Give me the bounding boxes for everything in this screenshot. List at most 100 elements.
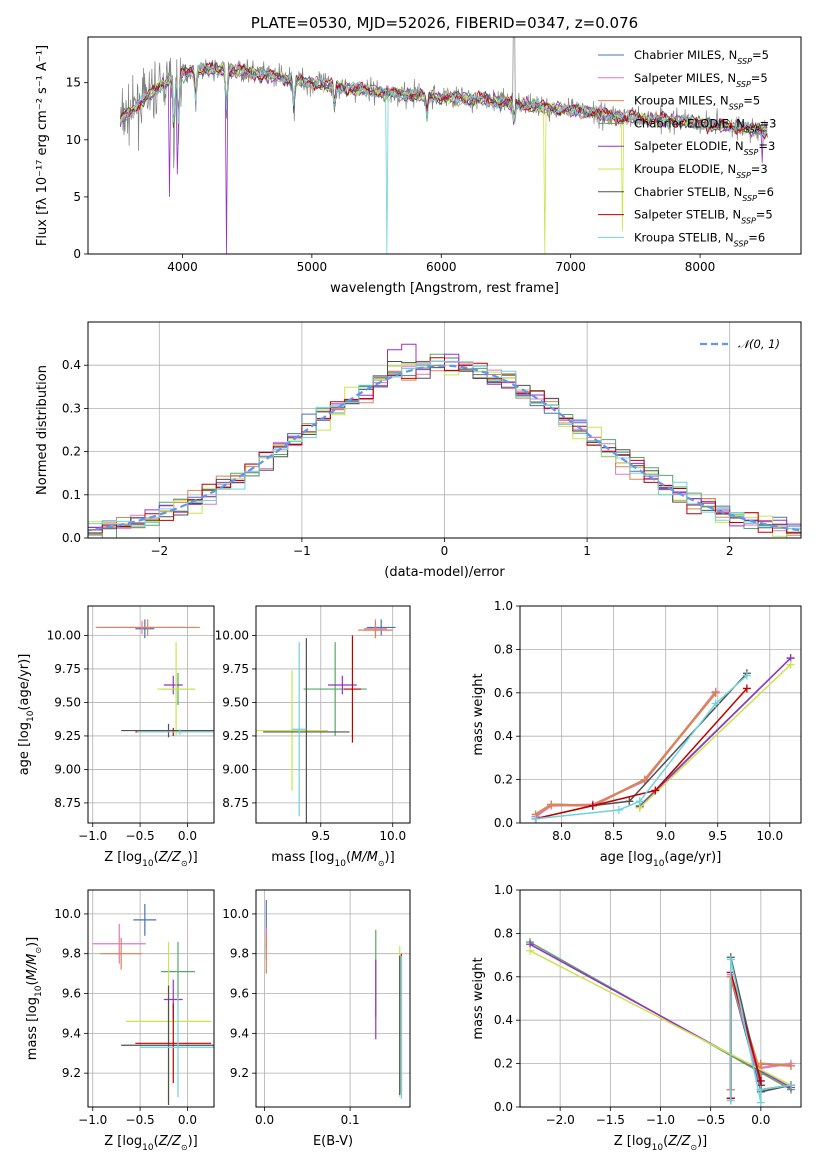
panel-spectrum: 4000 5000 6000 7000 8000 0 5 10 15 wavelength [An… — [35, 36, 802, 296]
y-tick-label: 0.2 — [494, 773, 513, 787]
plot-area — [526, 938, 795, 1107]
legend-label: Chabrier MILES, NSSP=5 — [634, 48, 769, 66]
legend-label: Kroupa MILES, NSSP=5 — [634, 94, 760, 112]
weight-marker — [614, 805, 623, 814]
y-tick-label: 9.8 — [62, 947, 81, 961]
y-tick-label: 0.8 — [494, 926, 513, 940]
weight-marker — [526, 946, 535, 955]
weight-marker — [588, 801, 597, 810]
x-tick-label: −1.0 — [78, 829, 107, 843]
y-tick-label: 10.0 — [222, 907, 249, 921]
y-tick-label: 0.1 — [62, 488, 81, 502]
y-tick-label: 10 — [66, 133, 81, 147]
weight-marker — [726, 1096, 735, 1105]
weight-line — [639, 664, 792, 809]
x-tick-label: 10.0 — [756, 829, 783, 843]
y-tick-label: 0.0 — [494, 816, 513, 830]
y-tick-label: 8.75 — [54, 796, 81, 810]
panel-weight_vs_age: 8.0 8.5 9.0 9.5 10.0 0.0 0.2 0.4 0.6 0.8 1.0 age [l… — [471, 599, 802, 869]
weight-marker — [742, 671, 751, 680]
legend-label: Salpeter ELODIE, NSSP=3 — [634, 139, 775, 157]
weight-marker — [531, 814, 540, 823]
panel-age_vs_mass: 9.5 10.0 8.75 9.00 9.25 9.50 9.75 10.00 mass [lo… — [215, 605, 411, 869]
weight-marker — [625, 797, 634, 806]
y-tick-label: 9.00 — [54, 762, 81, 776]
y-tick-label: 9.25 — [222, 729, 249, 743]
y-tick-label: 9.6 — [230, 987, 249, 1001]
x-tick-label: 5000 — [297, 260, 328, 274]
axes-frame — [87, 605, 215, 824]
plot-area — [92, 903, 214, 1106]
y-axis-label: Normed distribution — [35, 365, 50, 495]
x-tick-label: −2.0 — [546, 1113, 575, 1127]
x-tick-label: 0.0 — [178, 1113, 197, 1127]
y-tick-label: 9.75 — [222, 662, 249, 676]
weight-line — [535, 687, 748, 820]
x-tick-label: 0.0 — [751, 1113, 770, 1127]
y-tick-label: 9.50 — [54, 695, 81, 709]
y-axis-label: age [log10(age/yr)] — [17, 654, 36, 776]
weight-line — [535, 674, 748, 820]
weight-marker — [756, 1085, 765, 1094]
x-tick-label: 9.0 — [656, 829, 675, 843]
axes-frame — [255, 889, 411, 1108]
x-tick-label: 8.0 — [552, 829, 571, 843]
y-tick-label: 9.25 — [54, 729, 81, 743]
x-tick-label: −0.5 — [126, 829, 155, 843]
y-tick-label: 1.0 — [494, 599, 513, 613]
x-tick-label: 0 — [441, 544, 449, 558]
y-tick-label: 10.00 — [215, 628, 249, 642]
y-tick-label: 9.75 — [54, 662, 81, 676]
y-tick-label: 9.6 — [62, 987, 81, 1001]
weight-marker — [786, 660, 795, 669]
weight-marker — [547, 800, 556, 809]
x-axis-label: Z [log10(Z/Z⊙)] — [614, 1134, 708, 1153]
weight-marker — [756, 1098, 765, 1107]
x-tick-label: 7000 — [555, 260, 586, 274]
y-tick-label: 0.3 — [62, 401, 81, 415]
y-axis-label: mass weight — [471, 957, 486, 1039]
x-tick-label: 0.0 — [178, 829, 197, 843]
x-tick-label: −1.0 — [78, 1113, 107, 1127]
legend-label: 𝒩(0, 1) — [738, 337, 780, 351]
plot-area — [95, 619, 214, 738]
axes-frame — [519, 889, 802, 1108]
plot-area — [256, 619, 396, 823]
axes-frame — [87, 36, 802, 255]
y-tick-label: 0.8 — [494, 642, 513, 656]
legend-label: Salpeter MILES, NSSP=5 — [634, 71, 768, 89]
legend-label: Kroupa STELIB, NSSP=6 — [634, 230, 765, 248]
x-tick-label: 9.5 — [708, 829, 727, 843]
y-tick-label: 0.2 — [62, 445, 81, 459]
x-tick-label: 9.5 — [311, 829, 330, 843]
y-axis-label: Flux [fλ 10⁻¹⁷ erg cm⁻² s⁻¹ A⁻¹] — [35, 45, 50, 246]
y-tick-label: 8.75 — [222, 796, 249, 810]
x-tick-label: 4000 — [167, 260, 198, 274]
panel-mass_vs_Z: −1.0 −0.5 0.0 9.2 9.4 9.6 9.8 10.0 Z [log10(Z/Z⊙… — [25, 889, 215, 1153]
x-tick-label: −0.5 — [126, 1113, 155, 1127]
normal-reference-curve — [88, 364, 801, 532]
y-tick-label: 0.4 — [494, 729, 513, 743]
legend-label: Kroupa ELODIE, NSSP=3 — [634, 162, 768, 180]
y-tick-label: 9.00 — [222, 762, 249, 776]
y-tick-label: 1.0 — [494, 883, 513, 897]
weight-line — [639, 657, 792, 808]
y-tick-label: 0.6 — [494, 970, 513, 984]
x-axis-label: Z [log10(Z/Z⊙)] — [104, 850, 198, 869]
y-tick-label: 9.2 — [230, 1066, 249, 1080]
y-tick-label: 10.0 — [54, 907, 81, 921]
weight-marker — [711, 699, 720, 708]
y-axis-label: mass [log10(M/M⊙)] — [25, 937, 44, 1060]
panel-age_vs_Z: −1.0 −0.5 0.0 8.75 9.00 9.25 9.50 9.75 10.00 Z [l… — [17, 605, 215, 869]
y-tick-label: 0 — [73, 247, 81, 261]
y-tick-label: 0.4 — [62, 358, 81, 372]
x-tick-label: 0.0 — [255, 1113, 274, 1127]
x-tick-label: −2 — [150, 544, 168, 558]
y-tick-label: 9.4 — [230, 1026, 249, 1040]
legend-label: Chabrier STELIB, NSSP=6 — [634, 185, 774, 203]
legend-label: Salpeter STELIB, NSSP=5 — [634, 208, 773, 226]
x-tick-label: 10.0 — [379, 829, 406, 843]
plot-area — [265, 899, 403, 1100]
y-tick-label: 10.00 — [47, 628, 81, 642]
residual-histogram — [88, 360, 801, 538]
